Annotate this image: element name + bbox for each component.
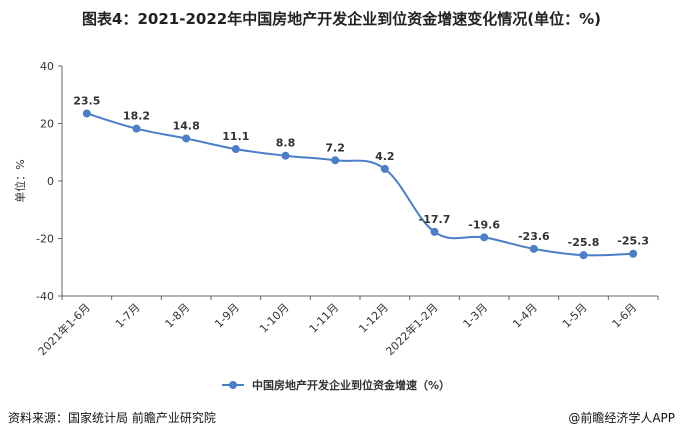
data-label: 4.2 (375, 150, 395, 163)
x-tick-label: 1-4月 (510, 301, 540, 331)
data-label: 8.8 (276, 137, 296, 150)
x-tick-label: 2022年1-2月 (383, 300, 441, 358)
y-tick-label: 0 (47, 175, 54, 188)
y-tick-label: -20 (36, 233, 54, 246)
data-label: 7.2 (325, 141, 345, 154)
data-label: -25.8 (568, 236, 600, 249)
chart-title: 图表4：2021-2022年中国房地产开发企业到位资金增速变化情况(单位：%) (82, 10, 601, 28)
source-note: 资料来源：国家统计局 前瞻产业研究院 (8, 411, 216, 425)
x-tick-label: 1-9月 (212, 301, 242, 331)
data-label: 11.1 (222, 130, 249, 143)
legend-label: 中国房地产开发企业到位资金增速（%） (252, 378, 450, 392)
data-labels: 23.5 18.2 14.8 11.1 8.8 7.2 4.2 -17.7 -19.6 -23.6… (73, 94, 649, 249)
x-tick-label: 2021年1-6月 (35, 300, 93, 358)
data-label: 14.8 (173, 119, 200, 132)
data-point (579, 251, 588, 260)
data-point (480, 233, 489, 242)
data-point (182, 134, 191, 143)
x-ticks: 2021年1-6月 1-7月 1-8月 1-9月 1-10月 1-11月 1-12月2022… (35, 296, 659, 358)
x-tick-label: 1-12月 (356, 301, 391, 336)
data-points (82, 109, 638, 260)
data-label: -25.3 (617, 235, 649, 248)
data-point (331, 156, 340, 165)
y-tick-label: 20 (40, 118, 54, 131)
y-axis-title: 单位：% (13, 159, 27, 202)
data-label: -17.7 (419, 213, 451, 226)
data-label: 23.5 (73, 94, 100, 107)
x-tick-label: 1-11月 (307, 301, 342, 336)
data-label: -19.6 (468, 218, 500, 231)
y-tick-label: 40 (40, 60, 54, 73)
data-point (529, 244, 538, 253)
y-tick-label: -40 (36, 290, 54, 303)
legend-marker (229, 381, 237, 389)
brand-note: @前瞻经济学人APP (568, 411, 675, 425)
legend: 中国房地产开发企业到位资金增速（%） (222, 378, 450, 392)
x-tick-label: 1-10月 (257, 301, 292, 336)
y-ticks: 40 20 0 -20 -40 (36, 60, 62, 303)
x-tick-label: 1-5月 (560, 301, 590, 331)
data-point (281, 151, 290, 160)
x-tick-label: 1-8月 (163, 301, 193, 331)
data-point (82, 109, 91, 118)
data-point (231, 145, 240, 154)
data-point (380, 164, 389, 173)
x-tick-label: 1-7月 (113, 301, 143, 331)
data-point (430, 227, 439, 236)
x-tick-label: 1-3月 (461, 301, 491, 331)
data-label: 18.2 (123, 110, 150, 123)
series-line (86, 112, 634, 257)
data-point (132, 124, 141, 133)
x-tick-label: 1-6月 (610, 301, 640, 331)
data-point (629, 249, 638, 258)
data-label: -23.6 (518, 230, 550, 243)
axes-group: 单位：% (13, 66, 658, 297)
